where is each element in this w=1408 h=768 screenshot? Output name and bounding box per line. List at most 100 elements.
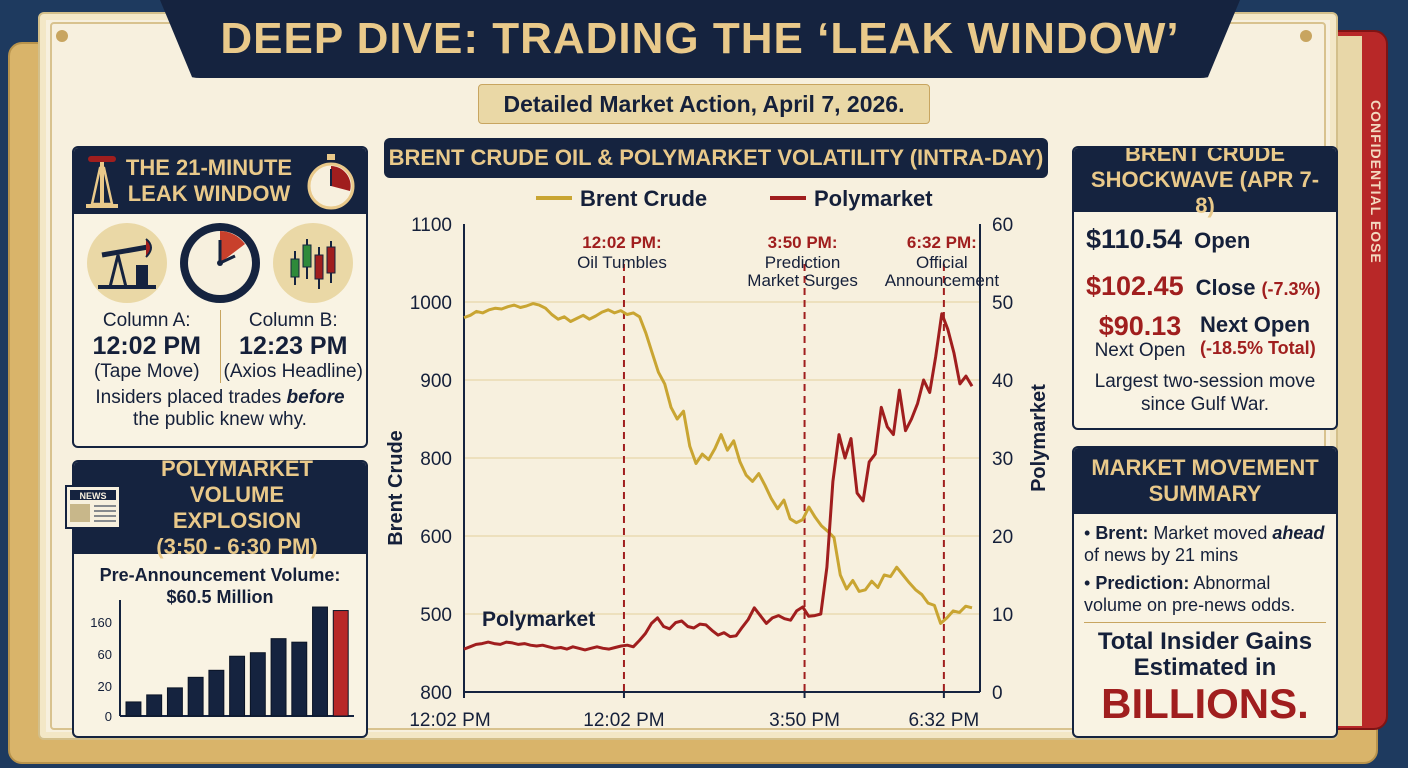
left-axis-label: Brent Crude [385, 430, 407, 546]
volume-bar [187, 676, 204, 717]
event-desc-label: Official [916, 253, 968, 272]
volume-bar [312, 606, 328, 717]
open-label: Open [1194, 228, 1251, 253]
event-desc-label: Announcement [885, 271, 1000, 290]
leak-footer: Insiders placed trades before the public… [74, 387, 366, 431]
open-price: $110.54 [1086, 224, 1183, 254]
gains-big: BILLIONS. [1101, 680, 1309, 727]
x-tick-label: 12:02 PM [409, 710, 490, 731]
price-volatility-chart: Brent Crude Polymarket1100100090080060050… [385, 186, 1050, 731]
pump-jack-icon [86, 223, 167, 303]
column-b-time: 12:23 PM [239, 332, 348, 360]
legend-label: Polymarket [814, 186, 933, 211]
next-open-pct: (-18.5% Total) [1200, 338, 1316, 358]
stopwatch-icon [307, 154, 355, 210]
volume-label-line1: Pre-Announcement Volume: [99, 565, 341, 585]
leak-icon-row [74, 214, 366, 303]
oil-rig-icon [86, 156, 118, 208]
column-a-note: (Tape Move) [93, 361, 200, 382]
bullet-prediction-text: Abnormal volume on pre-news odds. [1084, 573, 1296, 615]
left-tick-label: 800 [420, 449, 452, 470]
shockwave-title-line1: BRENT CRUDE [1124, 146, 1286, 166]
leak-window-panel: THE 21-MINUTE LEAK WINDOW [72, 146, 368, 448]
gains-line1: Total Insider Gains [1097, 628, 1313, 655]
summary-title-line1: MARKET MOVEMENT [1091, 455, 1319, 480]
event-time-label: 6:32 PM: [907, 233, 977, 252]
right-axis-label: Polymarket [1028, 384, 1050, 492]
left-tick-label: 1000 [410, 293, 452, 314]
volume-bar [229, 655, 246, 717]
shock-row-close: $102.45 Close (-7.3%) [1074, 271, 1336, 302]
volume-panel: POLYMARKET VOLUME EXPLOSION (3:50 - 6:30… [65, 456, 368, 738]
shockwave-footer: Largest two-session move since Gulf War. [1094, 371, 1316, 415]
left-tick-label: 1100 [411, 215, 452, 236]
leak-columns: Column A: 12:02 PM (Tape Move) Column B:… [74, 310, 366, 383]
event-time-label: 12:02 PM: [582, 233, 661, 252]
left-tick-label: 800 [420, 683, 452, 704]
next-open-price: $90.13 [1098, 311, 1182, 341]
bullet-prediction-key: Prediction: [1095, 573, 1190, 593]
volume-label: Pre-Announcement Volume: $60.5 Million [74, 564, 366, 608]
column-b-label: Column B: [248, 310, 338, 331]
bullet-brent-pre: Market moved [1148, 523, 1273, 543]
leak-window-header: THE 21-MINUTE LEAK WINDOW [74, 148, 366, 214]
right-tick-label: 50 [992, 293, 1013, 314]
leak-column-b: Column B: 12:23 PM (Axios Headline) [219, 310, 367, 383]
volume-bar [270, 638, 287, 717]
left-tick-label: 500 [420, 605, 452, 626]
next-open-label: Next Open [1200, 312, 1311, 337]
gains-text: Total Insider Gains Estimated in [1074, 629, 1336, 681]
column-a-time: 12:02 PM [92, 332, 201, 360]
left-tick-label: 600 [420, 527, 452, 548]
corner-rivet [1300, 30, 1312, 42]
volume-bar [332, 610, 349, 717]
summary-bullets: • Brent: Market moved ahead of news by 2… [1074, 514, 1336, 616]
shockwave-title-line2: SHOCKWAVE (APR 7-8) [1090, 167, 1320, 218]
volume-tick-label: 60 [98, 647, 112, 662]
event-desc-label: Market Surges [747, 271, 858, 290]
leak-title-line1: THE 21-MINUTE [125, 155, 293, 180]
right-tick-label: 20 [992, 527, 1013, 548]
volume-bar [125, 701, 142, 717]
volume-bar [166, 687, 183, 717]
leak-title-line2: LEAK WINDOW [127, 181, 291, 206]
close-price: $102.45 [1086, 271, 1184, 301]
right-tick-label: 60 [992, 215, 1013, 236]
volume-tick-label: 0 [105, 709, 112, 724]
leak-column-a: Column A: 12:02 PM (Tape Move) [74, 310, 220, 383]
leak-footer-emphasis: before [286, 387, 345, 408]
volume-label-line2: $60.5 Million [166, 587, 274, 607]
title-banner: DEEP DIVE: TRADING THE ‘LEAK WINDOW’ [160, 0, 1240, 78]
event-desc-label: Oil Tumbles [577, 253, 667, 272]
next-open-block: $90.13 Next Open [1086, 312, 1194, 362]
event-desc-label: Prediction [765, 253, 841, 272]
event-time-label: 3:50 PM: [768, 233, 838, 252]
close-label: Close [1195, 275, 1256, 300]
brent-crude-line [463, 302, 973, 625]
bullet-brent-post: of news by 21 mins [1084, 545, 1239, 565]
volume-tick-label: 20 [98, 679, 112, 694]
next-open-detail: Next Open (-18.5% Total) [1200, 312, 1316, 359]
right-tick-label: 10 [992, 605, 1013, 626]
volume-title-line3: (3:50 - 6:30 PM) [156, 534, 318, 559]
bullet-prediction: • Prediction: Abnormal volume on pre-new… [1084, 573, 1296, 615]
shock-row-next-open: $90.13 Next Open Next Open (-18.5% Total… [1074, 312, 1336, 362]
leak-footer-post: the public knew why. [133, 409, 307, 430]
volume-bar [291, 641, 308, 717]
legend-label: Brent Crude [580, 186, 707, 211]
volume-tick-label: 160 [90, 615, 112, 630]
volume-bar-chart: 160 60 20 0 [90, 600, 354, 724]
candlestick-icon [273, 223, 354, 303]
shock-row-open: $110.54 Open [1074, 224, 1336, 255]
right-tick-label: 40 [992, 371, 1013, 392]
x-tick-label: 12:02 PM [583, 710, 664, 731]
bullet-brent-key: Brent: [1095, 523, 1149, 543]
main-chart-title: BRENT CRUDE OIL & POLYMARKET VOLATILITY … [384, 138, 1048, 178]
volume-header: POLYMARKET VOLUME EXPLOSION (3:50 - 6:30… [74, 456, 366, 559]
right-tick-label: 30 [992, 449, 1013, 470]
x-tick-label: 6:32 PM [908, 710, 979, 731]
column-a-label: Column A: [102, 310, 191, 331]
right-tick-label: 0 [992, 683, 1003, 704]
column-b-note: (Axios Headline) [223, 361, 363, 382]
volume-bar [208, 669, 225, 717]
